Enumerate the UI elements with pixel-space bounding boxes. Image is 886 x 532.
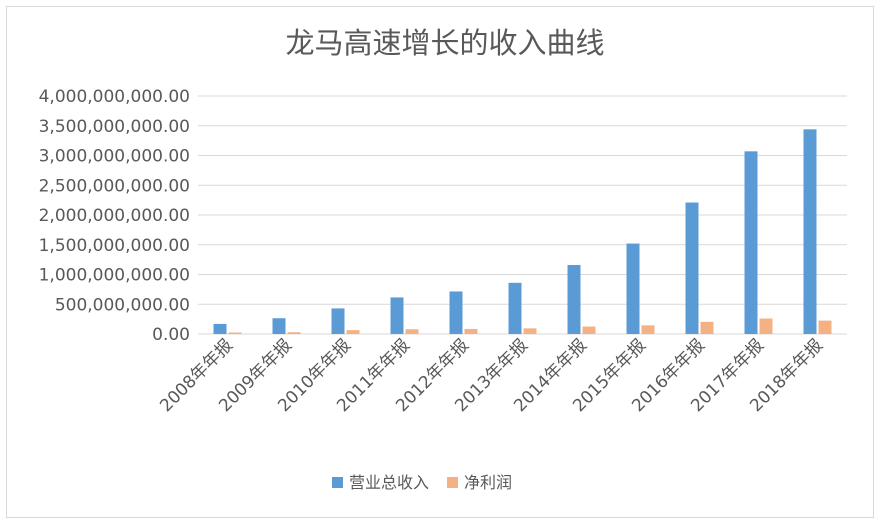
bar-revenue [685,202,699,334]
chart-frame: 龙马高速增长的收入曲线 0.00 500,000,000.00 1,000,000,… [6,6,874,518]
bar-revenue [449,291,463,334]
x-axis-ticks: 2008年年报2009年年报2010年年报2011年年报2012年年报2013年… [156,335,827,416]
y-tick-label: 0.00 [152,325,190,345]
bar-net-profit [523,328,537,334]
y-tick-label: 4,000,000,000.00 [39,87,190,107]
bar-revenue [744,151,758,334]
y-tick-label: 3,500,000,000.00 [39,117,190,137]
bar-net-profit [287,332,301,334]
legend-swatch [332,477,343,488]
bar-revenue [213,323,227,334]
chart: 龙马高速增长的收入曲线 0.00 500,000,000.00 1,000,000,… [39,26,847,492]
bar-revenue [508,282,522,334]
legend-label: 营业总收入 [349,473,429,492]
legend-label: 净利润 [464,473,512,492]
y-tick-label: 2,000,000,000.00 [39,206,190,226]
bar-revenue [567,264,581,334]
y-tick-label: 3,000,000,000.00 [39,147,190,167]
bar-net-profit [405,329,419,334]
bar-revenue [626,243,640,334]
y-tick-label: 1,000,000,000.00 [39,266,190,286]
gridlines [198,95,847,335]
legend: 营业总收入 净利润 [332,473,512,492]
bar-revenue [272,318,286,334]
bar-net-profit [464,328,478,334]
bar-net-profit [641,325,655,334]
legend-swatch [447,477,458,488]
bars [213,129,832,334]
bar-net-profit [228,332,242,334]
bar-net-profit [346,330,360,334]
chart-title: 龙马高速增长的收入曲线 [285,26,604,60]
y-tick-label: 500,000,000.00 [55,295,190,315]
bar-net-profit [582,326,596,334]
bar-revenue [803,129,817,334]
bar-net-profit [759,318,773,334]
bar-revenue [331,308,345,334]
y-tick-label: 2,500,000,000.00 [39,176,190,196]
bar-net-profit [818,320,832,334]
bar-net-profit [700,321,714,334]
y-tick-label: 1,500,000,000.00 [39,236,190,256]
y-axis-ticks: 0.00 500,000,000.00 1,000,000,000.00 1,500,… [39,87,190,345]
bar-revenue [390,297,404,334]
